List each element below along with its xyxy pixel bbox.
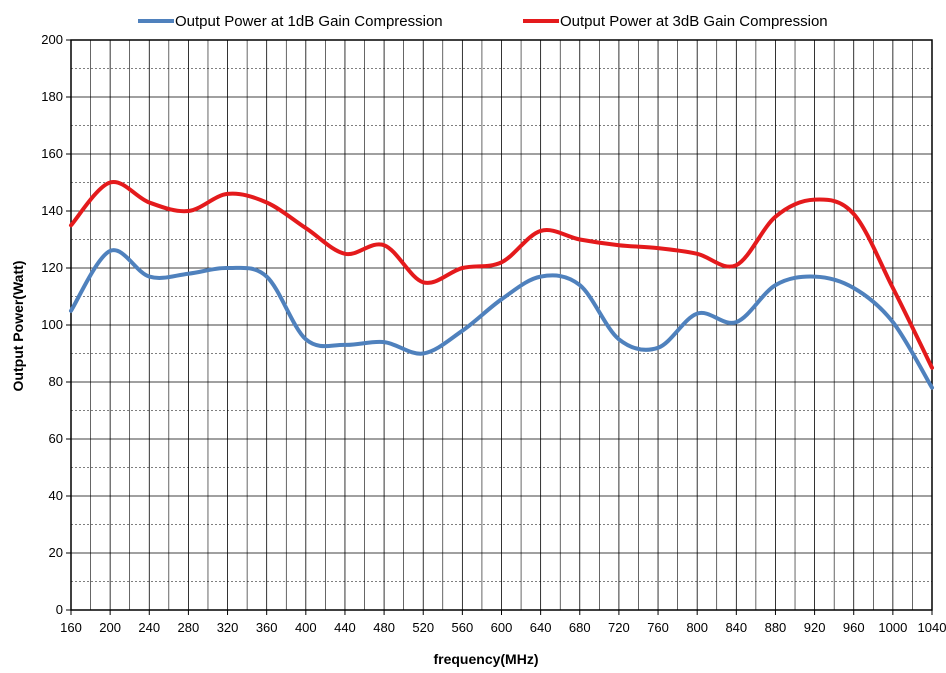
series-group: [69, 180, 934, 390]
legend-label-1: Output Power at 1dB Gain Compression: [175, 13, 443, 30]
x-tick-label: 400: [295, 620, 317, 635]
x-tick-label: 1000: [878, 620, 907, 635]
x-tick-label: 680: [569, 620, 591, 635]
x-tick-label: 320: [217, 620, 239, 635]
y-tick-label: 200: [41, 32, 63, 47]
x-tick-label: 200: [99, 620, 121, 635]
legend: Output Power at 1dB Gain Compression Outp…: [138, 13, 828, 30]
y-tick-label: 60: [49, 431, 63, 446]
x-tick-label: 920: [804, 620, 826, 635]
x-tick-label: 520: [412, 620, 434, 635]
y-tick-label: 40: [49, 488, 63, 503]
series-line-2: [69, 180, 934, 370]
x-tick-label: 360: [256, 620, 278, 635]
x-tick-label: 160: [60, 620, 82, 635]
x-tick-label: 760: [647, 620, 669, 635]
x-axis: 160 200 240 280 320 360 400 440 480 520 560 600 640 6…: [60, 610, 946, 635]
x-tick-label: 440: [334, 620, 356, 635]
x-tick-label: 640: [530, 620, 552, 635]
y-tick-label: 0: [56, 602, 63, 617]
x-tick-label: 560: [452, 620, 474, 635]
y-tick-label: 160: [41, 146, 63, 161]
y-tick-label: 100: [41, 317, 63, 332]
y-tick-label: 120: [41, 260, 63, 275]
x-tick-label: 880: [765, 620, 787, 635]
x-tick-label: 840: [725, 620, 747, 635]
y-axis-label: Output Power(Watt): [10, 261, 26, 392]
y-tick-label: 180: [41, 89, 63, 104]
x-tick-label: 600: [491, 620, 513, 635]
y-tick-label: 80: [49, 374, 63, 389]
x-tick-label: 1040: [918, 620, 946, 635]
x-tick-label: 720: [608, 620, 630, 635]
x-tick-label: 960: [843, 620, 865, 635]
y-axis: 0 20 40 60 80 100 120 140 160 180 200: [41, 32, 71, 617]
y-tick-label: 140: [41, 203, 63, 218]
x-axis-label: frequency(MHz): [433, 651, 538, 667]
legend-label-2: Output Power at 3dB Gain Compression: [560, 13, 828, 30]
x-tick-label: 800: [686, 620, 708, 635]
x-tick-label: 480: [373, 620, 395, 635]
series-line-1: [69, 248, 934, 390]
grid: [71, 40, 932, 610]
x-tick-label: 240: [138, 620, 160, 635]
y-tick-label: 20: [49, 545, 63, 560]
x-tick-label: 280: [178, 620, 200, 635]
